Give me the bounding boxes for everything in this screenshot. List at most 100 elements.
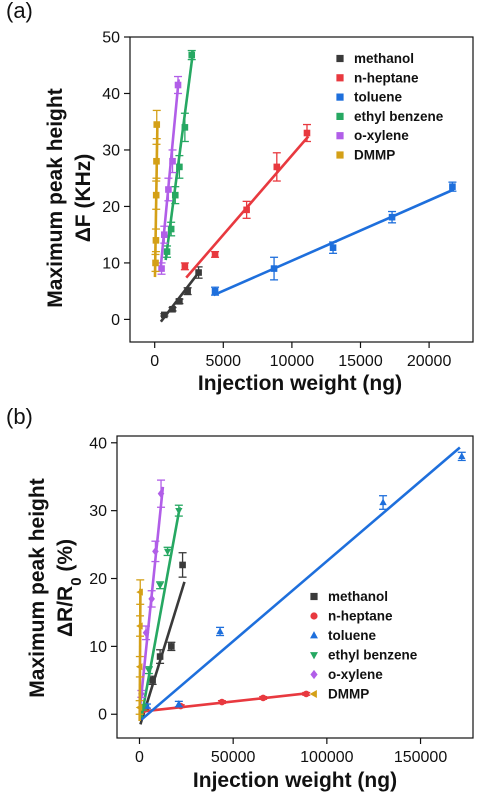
series-methanol	[159, 266, 203, 323]
data-point	[216, 627, 224, 635]
data-point	[169, 305, 176, 313]
data-point	[148, 594, 155, 604]
panel-label: (b)	[6, 404, 33, 429]
data-point	[158, 265, 165, 272]
data-point	[153, 121, 161, 128]
data-point	[161, 311, 168, 319]
data-point	[211, 287, 219, 295]
legend-marker	[310, 669, 318, 680]
data-point	[184, 287, 191, 295]
series-ethyl-benzene	[163, 49, 196, 261]
legend-label: ethyl benzene	[328, 648, 418, 663]
x-tick-label: 50000	[211, 749, 256, 766]
data-point	[303, 129, 311, 137]
legend-marker	[310, 592, 318, 601]
data-point	[379, 498, 387, 506]
y-tick-label: 10	[102, 255, 120, 272]
fit-line	[139, 581, 186, 725]
y-tick-label: 20	[102, 199, 120, 216]
legend-label: toluene	[354, 90, 402, 105]
data-point	[179, 561, 186, 569]
data-point	[165, 186, 172, 193]
data-point	[157, 489, 165, 498]
series-DMMP	[151, 109, 161, 278]
y-axis-title-line2: ΔR/R	[54, 586, 77, 637]
series-toluene	[211, 181, 457, 297]
data-point	[156, 582, 164, 590]
y-tick-label: 0	[111, 312, 120, 329]
data-point	[181, 263, 189, 270]
data-point	[243, 206, 250, 214]
legend-marker	[336, 54, 344, 63]
x-axis-title: Injection weight (ng)	[198, 372, 402, 395]
legend-marker	[336, 151, 344, 159]
data-point	[171, 191, 179, 199]
x-tick-label: 20000	[407, 353, 452, 370]
x-tick-label: 150000	[394, 749, 447, 766]
legend-marker	[310, 612, 318, 620]
x-tick-label: 15000	[338, 353, 383, 370]
data-point	[161, 231, 168, 238]
legend-marker	[336, 93, 344, 101]
legend-label: n-heptane	[354, 70, 419, 85]
legend-label: ethyl benzene	[354, 109, 444, 124]
y-axis-title: Maximum peak height ΔR/R0 (%)	[26, 478, 85, 697]
data-point	[176, 163, 183, 171]
y-tick-label: 30	[102, 142, 120, 159]
series-toluene	[140, 446, 466, 721]
legend-label: toluene	[328, 628, 376, 643]
legend-label: methanol	[328, 589, 388, 604]
legend-label: methanol	[354, 51, 414, 66]
legend-label: DMMP	[354, 148, 395, 163]
legend-label: n-heptane	[328, 609, 393, 624]
data-point	[136, 588, 143, 596]
legend-label: DMMP	[328, 687, 369, 702]
x-tick-label: 0	[135, 749, 144, 766]
y-axis-title-line1: Maximum peak height	[26, 478, 49, 697]
y-tick-label: 50	[102, 30, 120, 47]
panel-label: (a)	[6, 0, 33, 23]
data-point	[388, 213, 396, 221]
chart-panel-b: (b) 0 50000 100000 150000 0 10 20 30 40 Injection …	[6, 404, 474, 792]
series-n-heptane	[180, 123, 311, 279]
data-point	[449, 183, 456, 190]
data-point	[302, 690, 310, 698]
legend: methanol n-heptane toluene ethyl benzene o-x…	[309, 589, 418, 702]
series-o-xylene	[137, 479, 166, 705]
data-point	[152, 191, 160, 199]
legend-marker	[309, 690, 317, 698]
fit-line	[140, 446, 461, 721]
series-ethyl-benzene	[139, 504, 183, 718]
data-point	[270, 265, 278, 272]
plot-frame	[129, 36, 474, 343]
data-point	[211, 251, 219, 258]
x-tick-label: 100000	[300, 749, 353, 766]
series-DMMP	[135, 579, 145, 722]
legend-marker	[336, 74, 344, 82]
fit-line	[138, 588, 142, 722]
data-point	[458, 452, 466, 459]
data-point	[329, 244, 337, 251]
data-point	[136, 622, 143, 630]
y-axis-title: Maximum peak height ΔF (KHz)	[44, 88, 95, 307]
data-point	[181, 124, 189, 131]
series-o-xylene	[157, 75, 183, 275]
data-point	[167, 225, 175, 233]
y-tick-label: 30	[89, 503, 107, 520]
data-point	[149, 677, 156, 684]
x-axis-title: Injection weight (ng)	[193, 769, 397, 792]
fit-line	[140, 507, 182, 718]
y-tick-label: 20	[89, 571, 107, 588]
series-methanol	[139, 552, 187, 725]
data-point	[218, 698, 226, 706]
y-tick-label: 40	[89, 435, 107, 452]
data-point	[175, 700, 183, 707]
y-tick-label: 40	[102, 86, 120, 103]
data-point	[163, 248, 171, 255]
data-point	[135, 703, 143, 712]
chart-panel-a: (a) 0 5000 10000 15000 20000 0 10 20 30 40 50 Inject…	[6, 0, 474, 395]
series-n-heptane	[139, 690, 311, 714]
data-point	[169, 157, 176, 165]
data-point	[135, 663, 143, 671]
data-point	[156, 653, 164, 660]
